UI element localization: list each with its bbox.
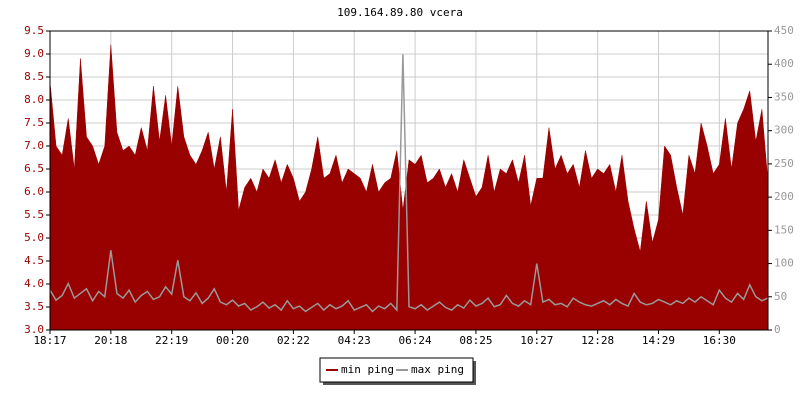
x-tick-label: 18:17 <box>33 334 66 347</box>
y2-tick-label: 100 <box>774 257 794 270</box>
y2-tick-label: 450 <box>774 24 794 37</box>
x-tick-label: 02:22 <box>277 334 310 347</box>
y-tick-label: 7.5 <box>24 116 44 129</box>
y-tick-label: 8.5 <box>24 70 44 83</box>
y-tick-label: 6.0 <box>24 185 44 198</box>
y-tick-label: 5.5 <box>24 208 44 221</box>
y-tick-label: 5.0 <box>24 231 44 244</box>
y2-tick-label: 250 <box>774 157 794 170</box>
x-tick-label: 22:19 <box>155 334 188 347</box>
x-tick-label: 00:20 <box>216 334 249 347</box>
x-tick-label: 20:18 <box>94 334 127 347</box>
y2-tick-label: 50 <box>774 290 787 303</box>
y2-tick-label: 150 <box>774 223 794 236</box>
x-tick-label: 10:27 <box>520 334 553 347</box>
y-tick-label: 7.0 <box>24 139 44 152</box>
legend-label: min ping <box>341 363 394 376</box>
x-tick-label: 12:28 <box>581 334 614 347</box>
x-tick-label: 08:25 <box>459 334 492 347</box>
legend-label: max ping <box>411 363 464 376</box>
y-tick-label: 4.0 <box>24 277 44 290</box>
y-tick-label: 9.5 <box>24 24 44 37</box>
y-tick-label: 6.5 <box>24 162 44 175</box>
x-tick-label: 14:29 <box>642 334 675 347</box>
y-tick-label: 3.0 <box>24 323 44 336</box>
x-tick-label: 16:30 <box>703 334 736 347</box>
y-tick-label: 9.0 <box>24 47 44 60</box>
x-tick-label: 04:23 <box>338 334 371 347</box>
x-tick-label: 06:24 <box>399 334 432 347</box>
y-tick-label: 3.5 <box>24 300 44 313</box>
area <box>49 44 769 331</box>
line <box>49 54 769 313</box>
y2-tick-label: 400 <box>774 57 794 70</box>
chart-title: 109.164.89.80 vcera <box>337 6 463 19</box>
y-tick-label: 4.5 <box>24 254 44 267</box>
y-tick-label: 8.0 <box>24 93 44 106</box>
y2-tick-label: 350 <box>774 90 794 103</box>
plot-frame <box>49 30 769 331</box>
y2-tick-label: 200 <box>774 190 794 203</box>
y2-tick-label: 300 <box>774 124 794 137</box>
y2-tick-label: 0 <box>774 323 781 336</box>
